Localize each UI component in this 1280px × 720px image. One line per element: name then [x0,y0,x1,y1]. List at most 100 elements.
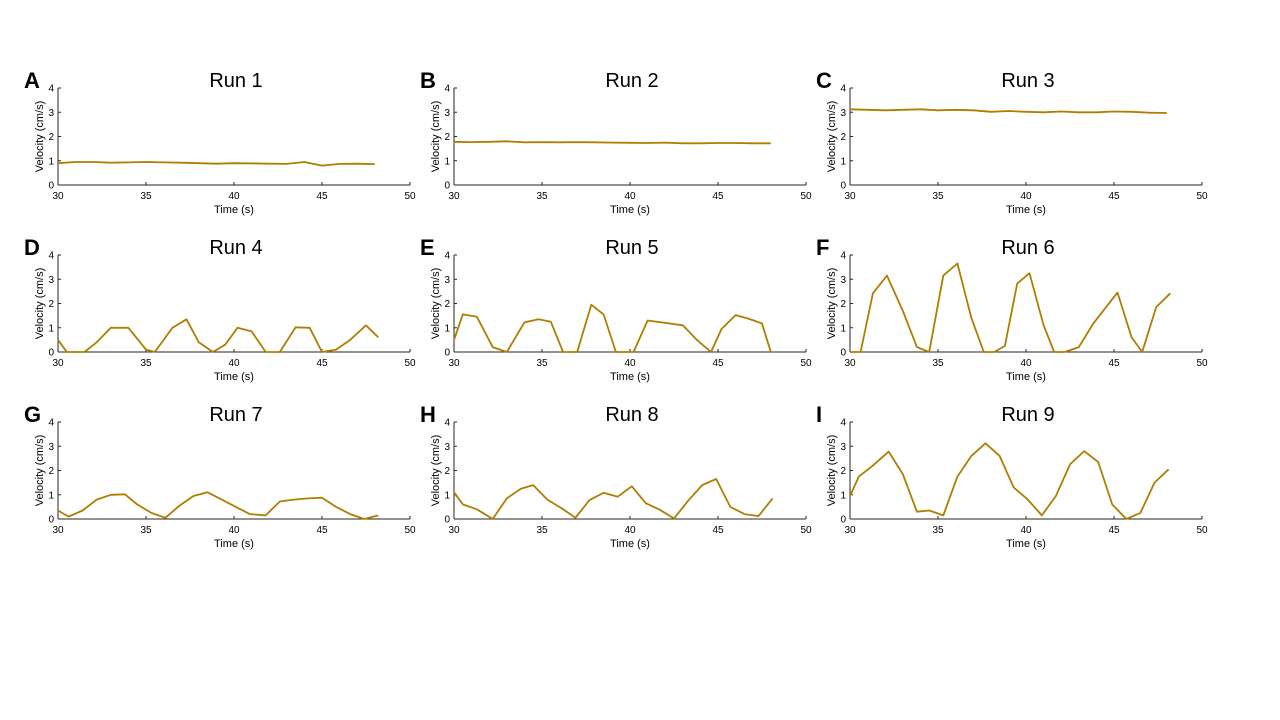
x-tick-label: 40 [228,191,240,202]
x-tick-label: 40 [1020,525,1032,536]
panel-letter-g: G [24,402,41,427]
y-tick-label: 1 [444,490,450,501]
y-tick-label: 2 [48,132,54,143]
x-tick-label: 45 [712,358,724,369]
series-line-i [849,442,1170,520]
panel-title-d: Run 4 [209,237,262,259]
x-tick-label: 30 [448,525,460,536]
chart-panel-a: A Run 1 30 35 40 45 50 0 1 2 3 4 Time (s) Velocity (c… [24,68,416,216]
panel-letter-i: I [816,402,822,427]
x-tick-label: 30 [844,358,856,369]
x-tick-label: 30 [844,191,856,202]
x-tick-label: 35 [932,358,944,369]
panel-title-b: Run 2 [605,70,658,92]
x-tick-label: 45 [316,358,328,369]
x-tick-label: 50 [404,358,416,369]
x-axis-label: Time (s) [214,371,254,383]
panel-letter-a: A [24,68,40,93]
x-tick-label: 45 [1108,358,1120,369]
y-tick-label: 1 [48,323,54,334]
x-tick-label: 35 [140,525,152,536]
y-tick-label: 3 [48,275,54,286]
chart-panel-i: I Run 9 30 35 40 45 50 0 1 2 3 4 Time (s) Velocity (c… [816,402,1208,550]
x-tick-label: 35 [140,191,152,202]
y-axis-label: Velocity (cm/s) [34,435,46,507]
x-tick-label: 30 [448,191,460,202]
x-tick-label: 35 [140,358,152,369]
x-tick-label: 50 [404,525,416,536]
x-tick-label: 40 [228,358,240,369]
y-tick-label: 4 [48,84,54,95]
x-tick-label: 50 [1196,525,1208,536]
y-tick-label: 4 [840,418,846,429]
x-axis-label: Time (s) [610,204,650,216]
x-tick-label: 45 [712,191,724,202]
y-tick-label: 3 [840,108,846,119]
y-tick-label: 4 [444,84,450,95]
panel-letter-h: H [420,402,436,427]
x-tick-label: 35 [536,525,548,536]
x-tick-label: 35 [536,358,548,369]
x-tick-label: 45 [1108,525,1120,536]
y-tick-label: 4 [48,251,54,262]
x-tick-label: 35 [932,525,944,536]
x-axis-label: Time (s) [214,204,254,216]
y-axis-label: Velocity (cm/s) [430,435,442,507]
series-line-e [453,303,772,353]
series-line-d [57,318,379,353]
panel-title-i: Run 9 [1001,404,1054,426]
panel-letter-d: D [24,235,40,260]
series-line-b [453,140,771,145]
y-axis-label: Velocity (cm/s) [34,268,46,340]
y-axis-label: Velocity (cm/s) [826,268,838,340]
x-tick-label: 50 [1196,358,1208,369]
x-tick-label: 50 [800,358,812,369]
series-line-f [850,262,1171,353]
y-tick-label: 4 [444,251,450,262]
x-tick-label: 50 [800,191,812,202]
x-tick-label: 40 [624,525,636,536]
x-tick-label: 35 [536,191,548,202]
x-tick-label: 30 [52,358,64,369]
y-tick-label: 1 [840,323,846,334]
chart-panel-b: B Run 2 30 35 40 45 50 0 1 2 3 4 Time (s) Velocity (c… [420,68,812,216]
y-axis-label: Velocity (cm/s) [430,268,442,340]
chart-panel-h: H Run 8 30 35 40 45 50 0 1 2 3 4 Time (s) Velocity (c… [420,402,812,550]
y-tick-label: 1 [444,323,450,334]
y-tick-label: 2 [444,132,450,143]
y-tick-label: 2 [840,299,846,310]
panel-letter-f: F [816,235,829,260]
y-tick-label: 3 [840,442,846,453]
y-tick-label: 2 [840,132,846,143]
x-tick-label: 40 [228,525,240,536]
y-tick-label: 2 [444,466,450,477]
y-axis-label: Velocity (cm/s) [34,101,46,173]
x-tick-label: 30 [448,358,460,369]
x-axis-label: Time (s) [610,371,650,383]
y-tick-label: 1 [444,156,450,167]
panel-title-c: Run 3 [1001,70,1054,92]
y-tick-label: 0 [48,515,54,526]
y-tick-label: 0 [444,348,450,359]
x-tick-label: 40 [1020,358,1032,369]
y-tick-label: 4 [840,251,846,262]
x-axis-label: Time (s) [610,538,650,550]
panel-letter-e: E [420,235,435,260]
y-tick-label: 4 [48,418,54,429]
y-tick-label: 0 [840,181,846,192]
chart-panel-c: C Run 3 30 35 40 45 50 0 1 2 3 4 Time (s) Velocity (c… [816,68,1208,216]
x-tick-label: 50 [404,191,416,202]
panel-letter-b: B [420,68,436,93]
y-tick-label: 1 [840,156,846,167]
x-tick-label: 40 [624,358,636,369]
y-tick-label: 3 [444,275,450,286]
x-tick-label: 50 [1196,191,1208,202]
y-tick-label: 0 [48,181,54,192]
y-axis-label: Velocity (cm/s) [826,435,838,507]
series-line-c [849,108,1167,114]
panel-title-f: Run 6 [1001,237,1054,259]
y-tick-label: 2 [840,466,846,477]
x-tick-label: 30 [52,191,64,202]
chart-panel-f: F Run 6 30 35 40 45 50 0 1 2 3 4 Time (s) Velocity (c… [816,235,1208,383]
